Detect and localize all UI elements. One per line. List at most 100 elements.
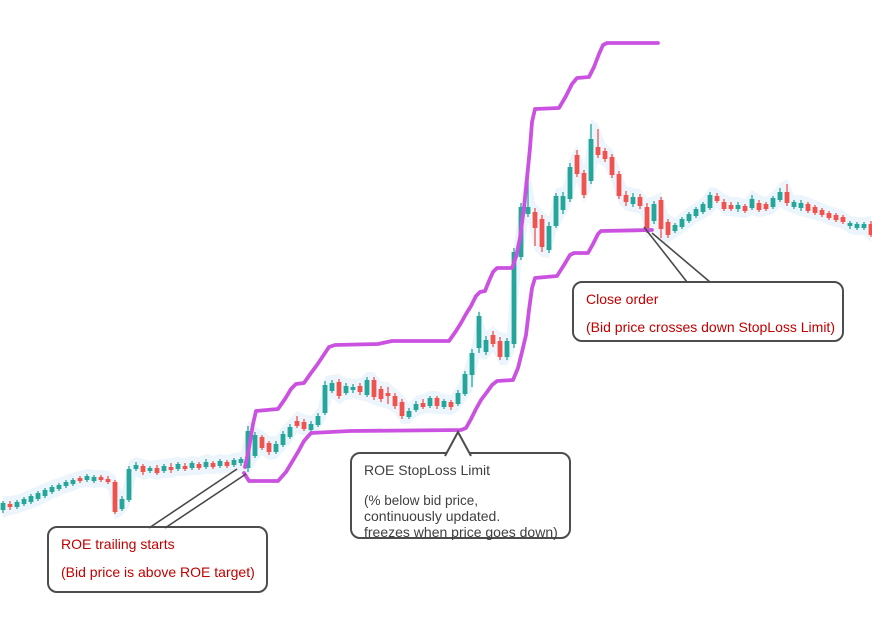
down-candle-body bbox=[574, 155, 580, 174]
up-candle-body bbox=[553, 196, 559, 226]
down-candle-body bbox=[714, 196, 720, 201]
callout-title: ROE StopLoss Limit bbox=[364, 462, 491, 478]
up-candle-body bbox=[735, 205, 741, 209]
up-candle-body bbox=[672, 225, 678, 231]
up-candle-body bbox=[280, 434, 286, 445]
down-candle-body bbox=[294, 421, 300, 426]
down-candle-body bbox=[336, 382, 342, 396]
up-candle-body bbox=[504, 341, 510, 357]
down-candle-body bbox=[665, 222, 671, 235]
callout-title: Close order bbox=[586, 291, 659, 307]
callout-close-order: Close order (Bid price crosses down Stop… bbox=[572, 281, 844, 342]
callout-body-line: (% below bid price, bbox=[364, 493, 479, 509]
down-candle-body bbox=[728, 205, 734, 209]
down-candle-body bbox=[595, 147, 601, 155]
up-candle-body bbox=[560, 196, 566, 210]
up-candle-body bbox=[546, 226, 552, 250]
up-candle-body bbox=[147, 468, 153, 471]
up-candle-body bbox=[70, 480, 76, 484]
up-candle-body bbox=[861, 224, 867, 228]
down-candle-body bbox=[497, 341, 503, 357]
up-candle-body bbox=[469, 353, 475, 375]
up-candle-body bbox=[777, 192, 783, 200]
down-candle-body bbox=[112, 482, 118, 512]
callout-body-line: continuously updated. bbox=[364, 508, 501, 525]
up-candle-body bbox=[231, 460, 237, 465]
up-candle-body bbox=[588, 139, 594, 181]
up-candle-body bbox=[791, 202, 797, 207]
up-candle-body bbox=[686, 214, 692, 221]
down-candle-body bbox=[266, 443, 272, 452]
down-candle-body bbox=[868, 224, 872, 235]
down-candle-body bbox=[7, 504, 13, 507]
up-candle-body bbox=[511, 252, 517, 344]
down-candle-body bbox=[658, 200, 664, 229]
down-candle-body bbox=[721, 202, 727, 209]
up-candle-body bbox=[651, 204, 657, 221]
up-candle-body bbox=[308, 424, 314, 430]
down-candle-body bbox=[182, 466, 188, 469]
up-candle-body bbox=[749, 199, 755, 208]
up-candle-body bbox=[49, 487, 55, 492]
down-candle-body bbox=[77, 478, 83, 481]
up-candle-body bbox=[42, 490, 48, 496]
up-candle-body bbox=[427, 398, 433, 406]
up-candle-body bbox=[798, 203, 804, 208]
up-candle-body bbox=[854, 224, 860, 228]
up-candle-body bbox=[28, 496, 34, 502]
down-candle-body bbox=[532, 212, 538, 228]
callout-title: ROE trailing starts bbox=[61, 536, 175, 552]
up-candle-body bbox=[693, 209, 699, 216]
up-candle-body bbox=[700, 204, 706, 212]
down-candle-body bbox=[448, 402, 454, 407]
up-candle-body bbox=[21, 499, 27, 504]
down-candle-body bbox=[763, 204, 769, 209]
up-candle-body bbox=[525, 207, 531, 214]
down-candle-body bbox=[385, 393, 391, 396]
down-candle-body bbox=[805, 204, 811, 211]
up-candle-body bbox=[63, 482, 69, 486]
up-candle-body bbox=[175, 464, 181, 469]
up-candle-body bbox=[322, 385, 328, 413]
up-candle-body bbox=[406, 411, 412, 417]
up-candle-body bbox=[455, 393, 461, 404]
down-candle-body bbox=[434, 398, 440, 406]
down-candle-body bbox=[616, 174, 622, 196]
down-candle-body bbox=[742, 206, 748, 211]
up-candle-body bbox=[287, 427, 293, 437]
down-candle-body bbox=[826, 213, 832, 218]
up-candle-body bbox=[252, 435, 258, 456]
up-candle-body bbox=[91, 477, 97, 481]
down-candle-body bbox=[644, 207, 650, 229]
down-candle-body bbox=[623, 195, 629, 202]
down-candle-body bbox=[812, 207, 818, 213]
down-candle-body bbox=[490, 335, 496, 344]
lower-stoploss-band-line bbox=[242, 228, 654, 483]
down-candle-body bbox=[581, 173, 587, 195]
up-candle-body bbox=[364, 380, 370, 395]
candles-group bbox=[0, 124, 872, 514]
down-candle-body bbox=[224, 462, 230, 466]
callout-roe-stoploss-limit: ROE StopLoss Limit (% below bid price, c… bbox=[350, 452, 571, 541]
callout-body-line: freezes when price goes down) bbox=[364, 524, 558, 541]
up-candle-body bbox=[315, 416, 321, 425]
down-candle-body bbox=[840, 217, 846, 222]
down-candle-body bbox=[378, 389, 384, 399]
up-candle-body bbox=[350, 387, 356, 390]
down-candle-body bbox=[602, 151, 608, 159]
down-candle-body bbox=[196, 464, 202, 468]
up-candle-body bbox=[770, 198, 776, 207]
callout-subtitle: (Bid price crosses down StopLoss Limit) bbox=[586, 319, 835, 336]
up-candle-body bbox=[679, 219, 685, 227]
up-candle-body bbox=[567, 167, 573, 199]
up-candle-body bbox=[133, 465, 139, 469]
up-candle-body bbox=[273, 444, 279, 452]
up-candle-body bbox=[217, 461, 223, 466]
callout-roe-trailing-starts: ROE trailing starts (Bid price is above … bbox=[47, 526, 268, 593]
down-candle-body bbox=[168, 467, 174, 470]
up-candle-body bbox=[847, 223, 853, 226]
up-candle-body bbox=[441, 401, 447, 407]
up-candle-body bbox=[0, 503, 6, 510]
